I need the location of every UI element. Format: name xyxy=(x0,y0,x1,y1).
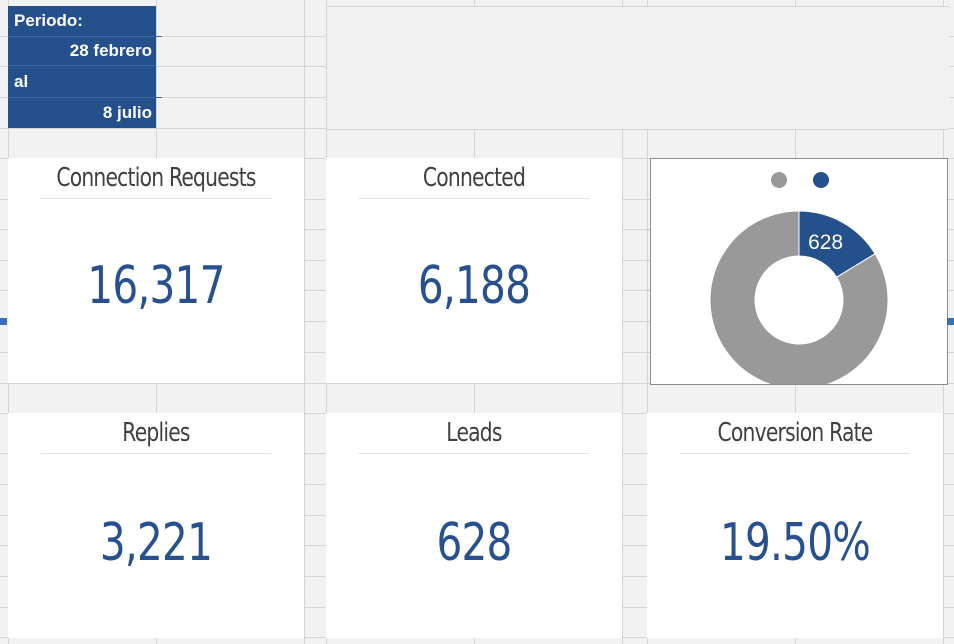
card-connected[interactable]: Connected 6,188 xyxy=(326,158,622,383)
period-connector: al xyxy=(8,67,162,98)
grid-line xyxy=(647,0,648,644)
card-title: Leads xyxy=(358,413,590,454)
donut-slice-1[interactable] xyxy=(709,210,889,390)
grid-line xyxy=(622,0,623,644)
donut-data-label: 628 xyxy=(808,231,843,254)
donut-chart-svg: 628 xyxy=(709,172,889,390)
card-connection-requests[interactable]: Connection Requests 16,317 xyxy=(8,158,304,383)
card-value: 6,188 xyxy=(417,256,531,316)
selection-handle[interactable] xyxy=(0,318,7,325)
donut-chart[interactable]: 628 xyxy=(650,158,948,390)
grid-line xyxy=(0,383,954,384)
card-value: 3,221 xyxy=(99,513,213,573)
card-replies[interactable]: Replies 3,221 xyxy=(8,413,304,638)
empty-merged-range[interactable] xyxy=(327,6,949,130)
card-leads[interactable]: Leads 628 xyxy=(326,413,622,638)
card-value: 19.50% xyxy=(720,513,871,573)
card-value: 628 xyxy=(436,513,512,573)
selection-handle[interactable] xyxy=(947,318,954,325)
card-title: Connected xyxy=(358,158,590,199)
period-block[interactable]: Periodo: 28 febrero al 8 julio xyxy=(8,6,162,128)
period-start: 28 febrero xyxy=(8,36,156,66)
card-title: Connection Requests xyxy=(40,158,272,199)
period-end: 8 julio xyxy=(102,103,152,122)
card-value: 16,317 xyxy=(87,256,225,316)
card-title: Replies xyxy=(40,413,272,454)
card-conversion-rate[interactable]: Conversion Rate 19.50% xyxy=(647,413,943,638)
grid-line xyxy=(304,0,305,644)
card-title: Conversion Rate xyxy=(679,413,911,454)
legend-marker-0 xyxy=(813,172,829,188)
legend-marker-1 xyxy=(771,172,787,188)
period-label: Periodo: xyxy=(8,6,162,37)
